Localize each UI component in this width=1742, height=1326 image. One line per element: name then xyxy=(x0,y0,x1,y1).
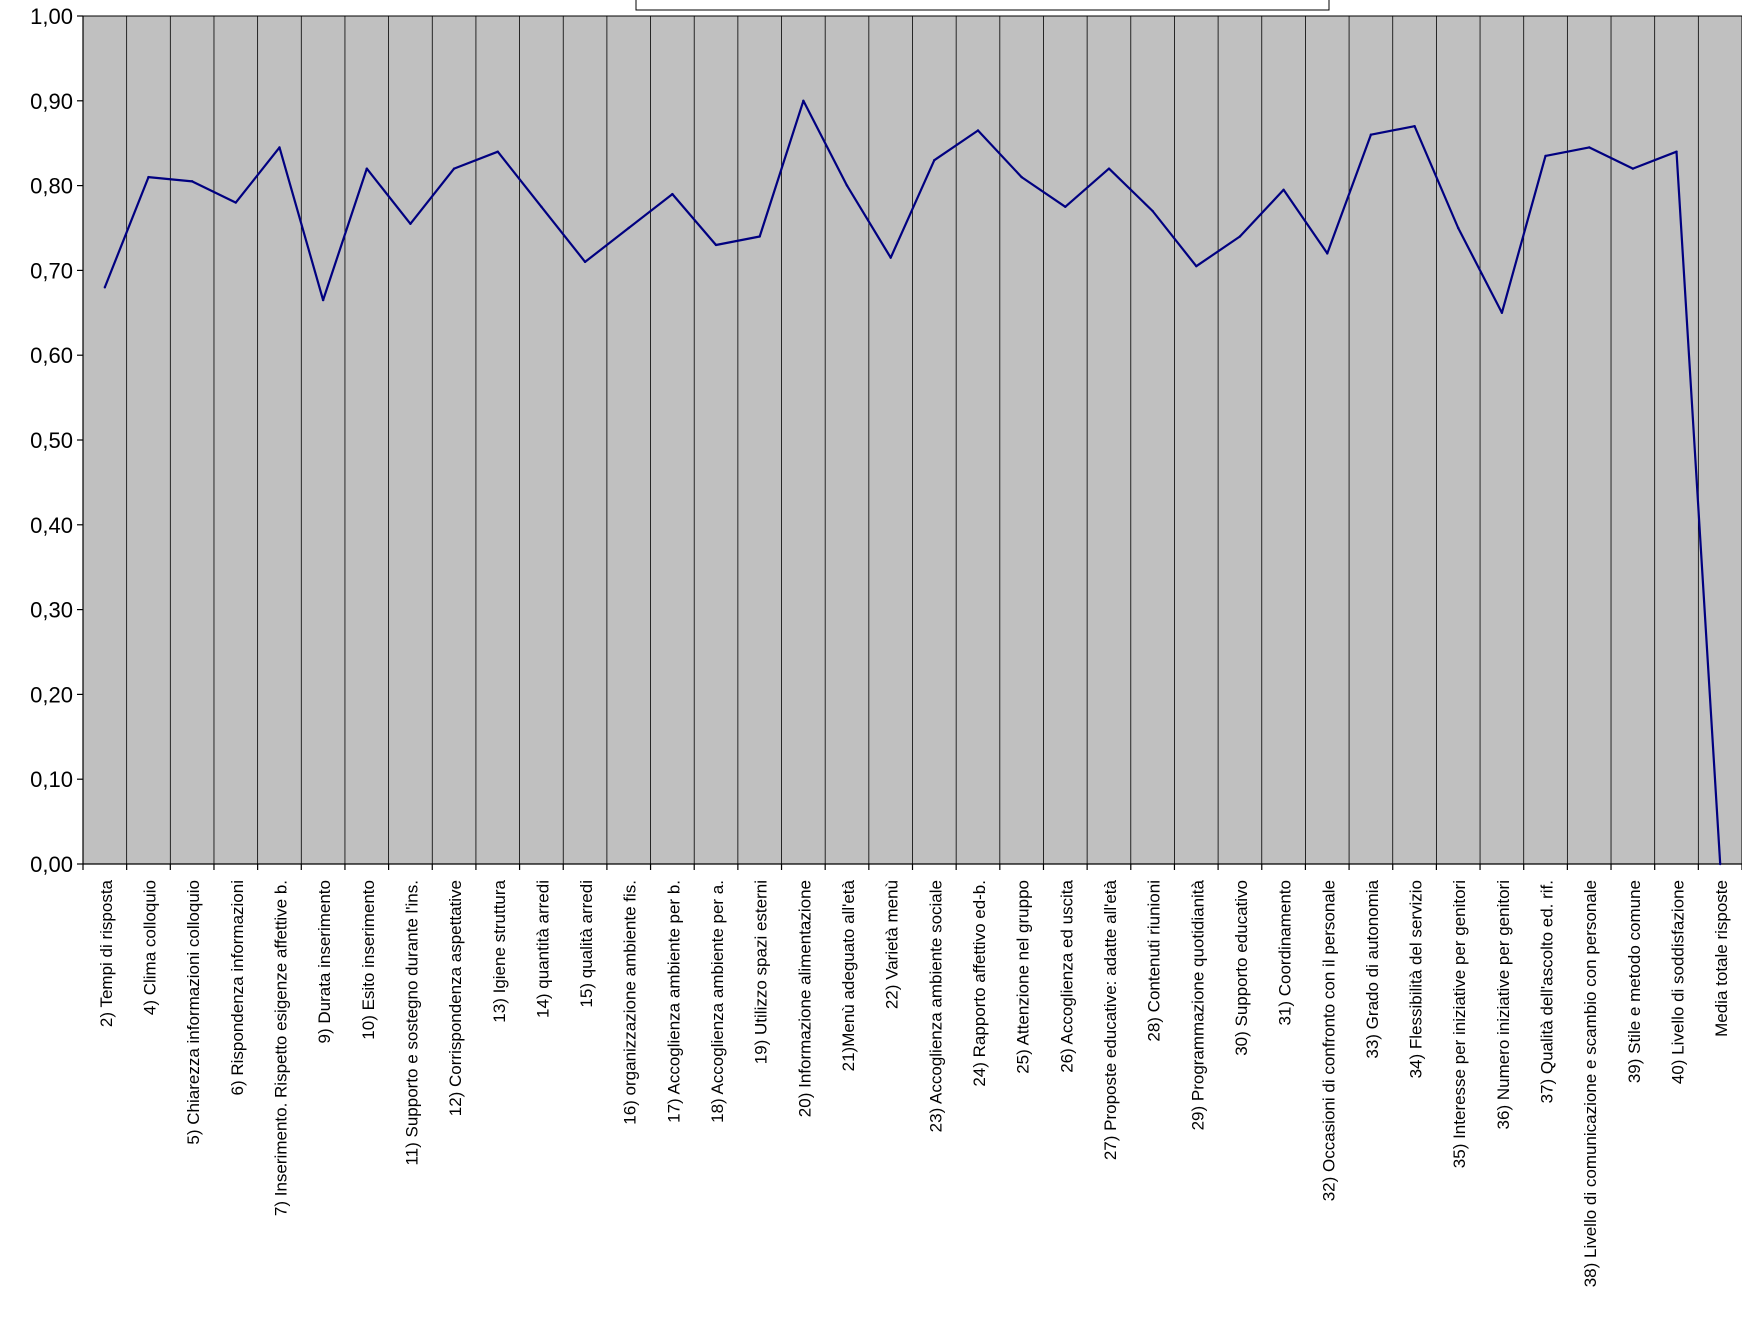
category-label: 29) Programmazione quotidianità xyxy=(1188,879,1207,1130)
y-tick-label: 0,20 xyxy=(30,682,73,707)
category-label: 20) Informazione alimentazione xyxy=(795,880,814,1117)
category-label: 30) Supporto educativo xyxy=(1232,880,1251,1056)
category-label: 32) Occasioni di confronto con il person… xyxy=(1319,880,1338,1201)
series-point xyxy=(409,222,412,225)
series-point xyxy=(540,205,543,208)
series-point xyxy=(1457,226,1460,230)
series-point xyxy=(496,150,499,153)
series-point xyxy=(889,256,892,259)
legend-box xyxy=(635,0,1330,11)
category-label: 40) Livello di soddisfazione xyxy=(1669,880,1688,1084)
series-point xyxy=(1631,167,1635,170)
series-point xyxy=(583,260,587,264)
category-label: 21)Menù adeguato all'età xyxy=(839,879,858,1071)
y-tick-label: 0,90 xyxy=(30,89,73,114)
category-label: 22) Varietà menù xyxy=(883,880,902,1009)
y-tick-label: 0,00 xyxy=(30,852,73,877)
category-label: 6) Rispondenza informazioni xyxy=(228,880,247,1095)
y-tick-label: 0,70 xyxy=(30,258,73,283)
y-tick-label: 1,00 xyxy=(30,4,73,29)
category-label: 2) Tempi di risposta xyxy=(97,879,116,1027)
series-points xyxy=(103,99,1722,866)
series-point xyxy=(321,298,325,302)
series-point xyxy=(627,226,630,230)
category-label: 28) Contenuti riunioni xyxy=(1145,880,1164,1042)
category-label: 27) Proposte educative: adatte all'età xyxy=(1101,879,1120,1160)
series-point xyxy=(1326,252,1329,255)
category-label: 24) Rapporto affettivo ed-b. xyxy=(970,880,989,1087)
category-label: 17) Accoglienza ambiente per b. xyxy=(664,880,683,1123)
series-point xyxy=(1675,150,1678,153)
series-point xyxy=(1413,125,1416,128)
category-label: 35) Interesse per iniziative per genitor… xyxy=(1450,880,1469,1168)
series-point xyxy=(1500,311,1504,314)
y-tick-label: 0,30 xyxy=(30,598,73,623)
category-label: 11) Supporto e sostegno durante l'ins. xyxy=(402,880,421,1166)
y-axis: 0,00 0,10 0,20 0,30 0,40 0,50 0,60 0,70 0,80 0,90… xyxy=(30,4,84,877)
category-label: 15) qualità arredi xyxy=(577,880,596,1008)
category-label: 18) Accoglienza ambiente per a. xyxy=(708,880,727,1123)
series-point xyxy=(278,146,281,149)
series-point xyxy=(234,201,238,204)
series-point xyxy=(103,286,107,289)
series-point xyxy=(758,235,761,238)
y-tick-label: 0,80 xyxy=(30,174,73,199)
series-point xyxy=(1282,188,1285,192)
category-label: 26) Accoglienza ed uscita xyxy=(1057,879,1076,1072)
series-point xyxy=(1195,264,1198,268)
series-point xyxy=(1718,862,1722,866)
series-line xyxy=(103,99,1722,865)
series-point xyxy=(1369,133,1373,136)
category-label: 31) Coordinamento xyxy=(1276,880,1295,1026)
series-point xyxy=(1064,205,1067,208)
series-point xyxy=(933,158,936,162)
category-gridlines xyxy=(126,16,1699,864)
series-point xyxy=(190,180,194,183)
series-point xyxy=(1238,235,1242,238)
category-label: 16) organizzazione ambiente fis. xyxy=(621,880,640,1125)
series-point xyxy=(671,192,674,196)
series-point xyxy=(147,175,150,179)
category-label: 4) Clima colloquio xyxy=(140,880,159,1015)
category-label: 13) Igiene struttura xyxy=(490,879,509,1022)
category-label: 25) Attenzione nel gruppo xyxy=(1014,880,1033,1074)
y-tick-label: 0,40 xyxy=(30,513,73,538)
series-point xyxy=(1020,175,1023,179)
category-label: 33) Grado di autonomia xyxy=(1363,879,1382,1058)
category-label: 23) Accoglienza ambiente sociale xyxy=(926,880,945,1132)
category-label: Media totale risposte xyxy=(1712,880,1731,1037)
category-label: 19) Utilizzo spazi esterni xyxy=(752,880,771,1064)
category-label: 14) quantità arredi xyxy=(533,880,552,1018)
y-tick-label: 0,60 xyxy=(30,343,73,368)
category-label: 39) Stile e metodo comune xyxy=(1625,880,1644,1083)
category-label: 36) Numero iniziative per genitori xyxy=(1494,880,1513,1129)
x-axis xyxy=(82,863,1742,870)
series-point xyxy=(1107,167,1111,170)
category-label: 37) Qualità dell'ascolto ed. rif. xyxy=(1538,880,1557,1103)
y-tick-label: 0,10 xyxy=(30,767,73,792)
category-label: 38) Livello di comunicazione e scambio c… xyxy=(1581,880,1600,1287)
series-point xyxy=(1151,209,1154,213)
category-label: 5) Chiarezza informazioni colloquio xyxy=(184,880,203,1145)
category-label: 7) Inserimento. Rispetto esigenze affett… xyxy=(271,880,290,1216)
series-point xyxy=(802,99,805,103)
series-point xyxy=(1544,154,1547,158)
category-label: 9) Durata inserimento xyxy=(315,880,334,1043)
series-point xyxy=(976,129,980,132)
series-point xyxy=(1587,146,1591,149)
category-labels: 2) Tempi di risposta 4) Clima colloquio 5)… xyxy=(97,879,1731,1287)
series-point xyxy=(365,167,368,170)
category-label: 12) Corrispondenza aspettative xyxy=(446,880,465,1116)
y-tick-label: 0,50 xyxy=(30,428,73,453)
category-label: 34) Flessibilità del servizio xyxy=(1407,880,1426,1078)
series-point xyxy=(845,184,849,187)
series-point xyxy=(714,243,718,247)
category-label: 10) Esito inserimento xyxy=(359,880,378,1040)
series-point xyxy=(452,167,456,170)
